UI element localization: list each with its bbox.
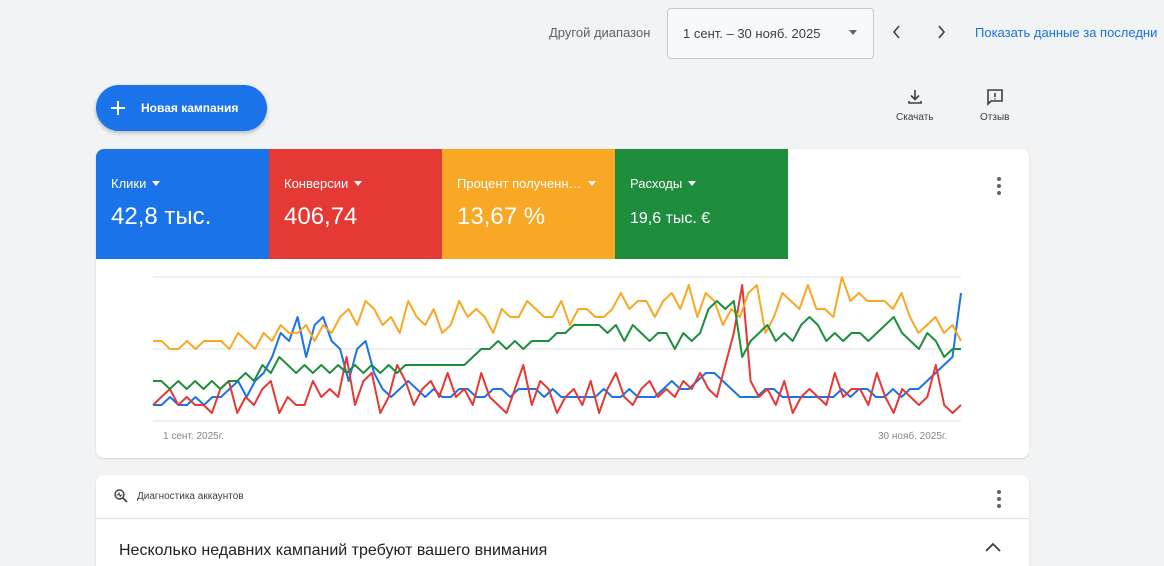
dropdown-arrow-icon (152, 181, 161, 186)
next-period-button[interactable] (929, 20, 953, 44)
metric-value: 42,8 тыс. (111, 203, 212, 230)
account-diagnostics-card: Диагностика аккаунтов Несколько недавних… (96, 475, 1029, 566)
x-tick-end: 30 нояб. 2025г. (878, 431, 948, 442)
feedback-label: Отзыв (980, 112, 1010, 123)
chevron-up-icon[interactable] (984, 541, 1002, 553)
dropdown-arrow-icon (849, 30, 857, 35)
metric-tiles: Клики 42,8 тыс. Конверсии 406,74 Процент… (96, 149, 788, 259)
date-range-value: 1 сент. – 30 нояб. 2025 (683, 26, 821, 41)
metric-name: Расходы (630, 176, 683, 191)
download-button[interactable]: Скачать (896, 88, 934, 123)
performance-chart (152, 276, 962, 422)
show-data-link[interactable]: Показать данные за последни (975, 25, 1158, 40)
plus-icon (111, 101, 125, 115)
diagnostics-icon (114, 489, 128, 503)
metric-tile-clicks[interactable]: Клики 42,8 тыс. (96, 149, 269, 259)
feedback-icon (986, 89, 1003, 106)
more-options-icon[interactable] (994, 490, 1004, 508)
series-line-3 (153, 300, 961, 390)
chevron-left-icon (892, 25, 900, 39)
download-icon (907, 90, 922, 104)
date-range-label: Другой диапазон (549, 25, 651, 40)
series-line-1 (152, 284, 962, 414)
feedback-button[interactable]: Отзыв (980, 88, 1009, 123)
dropdown-arrow-icon (587, 181, 596, 186)
dropdown-arrow-icon (354, 181, 363, 186)
x-tick-start: 1 сент. 2025г. (163, 431, 224, 442)
diagnostics-message: Несколько недавних кампаний требуют ваше… (119, 542, 548, 559)
performance-card: Клики 42,8 тыс. Конверсии 406,74 Процент… (96, 149, 1029, 458)
metric-tile-rate[interactable]: Процент полученн… 13,67 % (442, 149, 615, 259)
metric-name: Конверсии (284, 176, 349, 191)
metric-name: Процент полученн… (457, 176, 582, 191)
metric-value: 13,67 % (457, 203, 546, 230)
new-campaign-button[interactable]: Новая кампания (96, 85, 267, 131)
diagnostics-header: Диагностика аккаунтов (96, 475, 1029, 519)
chevron-right-icon (938, 25, 946, 39)
diagnostics-title: Диагностика аккаунтов (137, 491, 244, 502)
new-campaign-label: Новая кампания (141, 101, 239, 115)
metric-value: 406,74 (284, 203, 358, 230)
series-line-2 (153, 276, 962, 350)
series-line-0 (153, 292, 962, 406)
dropdown-arrow-icon (688, 181, 697, 186)
metric-tile-cost[interactable]: Расходы 19,6 тыс. € (615, 149, 788, 259)
metric-tile-conversions[interactable]: Конверсии 406,74 (269, 149, 442, 259)
metric-name: Клики (111, 176, 147, 191)
more-options-icon[interactable] (994, 177, 1004, 195)
metric-value: 19,6 тыс. € (630, 210, 711, 227)
previous-period-button[interactable] (885, 20, 909, 44)
download-label: Скачать (896, 112, 934, 123)
date-range-select[interactable]: 1 сент. – 30 нояб. 2025 (667, 8, 874, 59)
